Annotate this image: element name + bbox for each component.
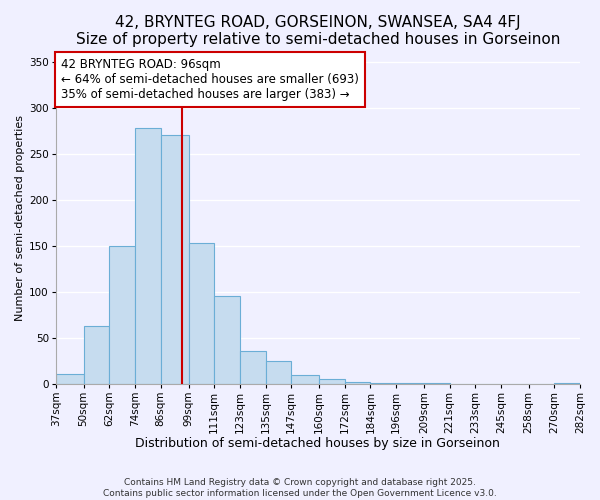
Bar xyxy=(319,379,344,384)
Bar xyxy=(214,296,240,384)
Y-axis label: Number of semi-detached properties: Number of semi-detached properties xyxy=(15,115,25,321)
Bar xyxy=(188,243,214,384)
Bar xyxy=(109,246,135,384)
Bar xyxy=(240,350,266,384)
Bar xyxy=(291,374,319,384)
Text: Contains HM Land Registry data © Crown copyright and database right 2025.
Contai: Contains HM Land Registry data © Crown c… xyxy=(103,478,497,498)
Bar xyxy=(135,128,161,384)
X-axis label: Distribution of semi-detached houses by size in Gorseinon: Distribution of semi-detached houses by … xyxy=(136,437,500,450)
Bar xyxy=(83,326,109,384)
Bar xyxy=(56,374,83,384)
Text: 42 BRYNTEG ROAD: 96sqm
← 64% of semi-detached houses are smaller (693)
35% of se: 42 BRYNTEG ROAD: 96sqm ← 64% of semi-det… xyxy=(61,58,359,100)
Bar xyxy=(266,361,291,384)
Bar xyxy=(396,383,424,384)
Bar xyxy=(370,383,396,384)
Bar xyxy=(554,383,580,384)
Bar xyxy=(344,382,370,384)
Title: 42, BRYNTEG ROAD, GORSEINON, SWANSEA, SA4 4FJ
Size of property relative to semi-: 42, BRYNTEG ROAD, GORSEINON, SWANSEA, SA… xyxy=(76,15,560,48)
Bar xyxy=(424,383,449,384)
Bar xyxy=(161,136,188,384)
